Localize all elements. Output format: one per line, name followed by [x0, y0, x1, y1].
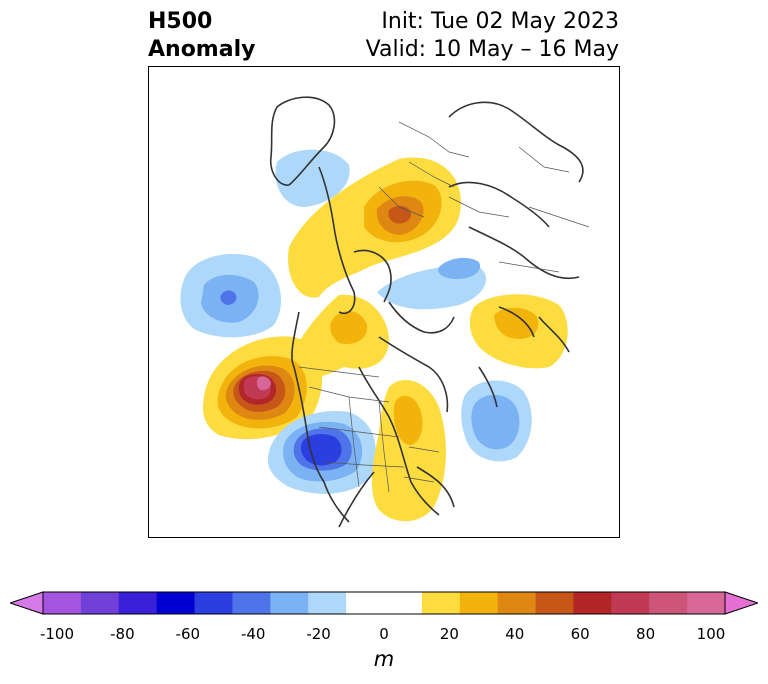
colorbar-segments — [43, 592, 726, 614]
colorbar-segment — [421, 592, 461, 614]
colorbar-segment — [573, 592, 612, 614]
coastlines — [269, 96, 584, 528]
colorbar-tick-label: 80 — [636, 625, 656, 643]
colorbar-tick-label: 100 — [696, 625, 726, 643]
colorbar-tick-label: 0 — [379, 625, 389, 643]
valid-range-label: Valid: 10 May – 16 May — [365, 37, 619, 62]
anomaly-siberia-positive — [469, 294, 568, 369]
colorbar-segment — [43, 592, 82, 614]
colorbar-segment — [80, 592, 120, 614]
colorbar-segment — [649, 592, 688, 614]
colorbar-tick-label: 60 — [570, 625, 590, 643]
anomaly-contours — [180, 149, 568, 522]
colorbar-tick-label: 20 — [439, 625, 459, 643]
colorbar-segment — [270, 592, 309, 614]
colorbar-tick-label: -20 — [306, 625, 331, 643]
colorbar-tick-label: -80 — [110, 625, 135, 643]
colorbar-high-extend — [724, 591, 758, 615]
chart-title-right: Init: Tue 02 May 2023 Valid: 10 May – 16… — [366, 8, 619, 64]
colorbar-segment — [384, 592, 423, 614]
colorbar-low-extend — [10, 591, 44, 615]
anomaly-arctic-core — [438, 257, 481, 279]
title-field-type: Anomaly — [148, 37, 256, 62]
colorbar-outline — [42, 591, 726, 615]
init-date-label: Init: Tue 02 May 2023 — [381, 9, 619, 34]
colorbar-segment — [346, 592, 385, 614]
chart-title-left: H500 Anomaly — [148, 8, 255, 64]
colorbar-tick-label: -60 — [175, 625, 201, 643]
colorbar-segment — [459, 592, 499, 614]
colorbar-segment — [611, 592, 650, 614]
anomaly-southwest-us-negative — [267, 411, 376, 494]
anomaly-europe-positive — [288, 157, 461, 298]
colorbar-segment — [535, 592, 574, 614]
political-borders — [298, 121, 590, 493]
map-canvas — [180, 96, 590, 528]
anomaly-atlantic-negative — [180, 253, 282, 338]
colorbar-segment — [232, 592, 271, 614]
colorbar — [10, 591, 758, 615]
anomaly-map — [148, 66, 620, 538]
colorbar-units-label: m — [373, 647, 395, 671]
colorbar-segment — [194, 592, 233, 614]
colorbar-tick-label: -100 — [39, 625, 75, 643]
anomaly-mid-atlantic-negative — [461, 380, 532, 462]
anomaly-north-pacific-positive — [202, 336, 323, 440]
anomaly-eastern-us-positive — [371, 379, 446, 522]
anomaly-greenland-negative — [275, 149, 350, 207]
colorbar-segment — [156, 592, 196, 614]
colorbar-tick-label: -40 — [240, 625, 266, 643]
title-field-name: H500 — [148, 9, 213, 34]
colorbar-segment — [308, 592, 347, 614]
colorbar-segment — [497, 592, 537, 614]
colorbar-tick-label: 40 — [505, 625, 525, 643]
colorbar-segment — [118, 592, 158, 614]
colorbar-segment — [687, 592, 726, 614]
